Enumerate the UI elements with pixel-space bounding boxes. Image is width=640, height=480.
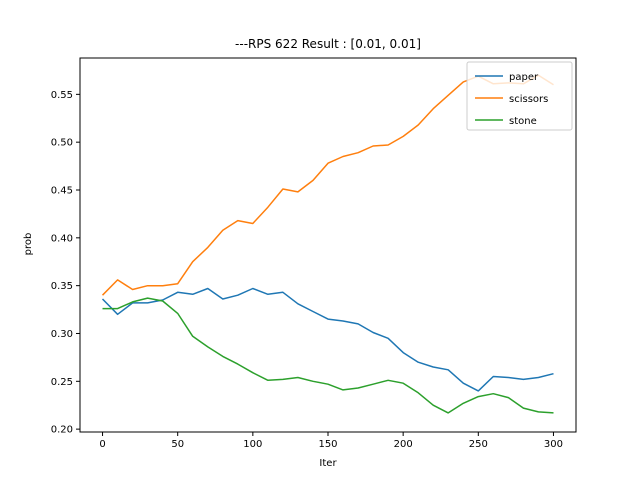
x-tick-label: 50 bbox=[171, 439, 184, 450]
y-axis: 0.20 0.25 0.30 0.35 0.40 0.45 0.50 0.55 bbox=[51, 90, 80, 436]
legend-label-stone: stone bbox=[509, 116, 537, 127]
y-tick-label: 0.55 bbox=[51, 90, 73, 101]
x-tick-label: 0 bbox=[99, 439, 105, 450]
y-tick-label: 0.40 bbox=[51, 233, 73, 244]
series-line-stone bbox=[102, 297, 554, 414]
chart-title: ---RPS 622 Result : [0.01, 0.01] bbox=[235, 37, 421, 51]
y-axis-label: prob bbox=[23, 233, 34, 256]
y-tick-label: 0.50 bbox=[51, 138, 73, 149]
x-axis: 0 50 100 150 200 250 300 bbox=[99, 432, 563, 450]
y-tick-label: 0.45 bbox=[51, 186, 73, 197]
x-tick-label: 300 bbox=[544, 439, 563, 450]
x-tick-label: 200 bbox=[394, 439, 413, 450]
legend-label-paper: paper bbox=[509, 72, 539, 83]
series-line-paper bbox=[101, 287, 554, 392]
y-tick-label: 0.30 bbox=[51, 329, 73, 340]
legend-box bbox=[466, 61, 573, 131]
legend: paper scissors stone bbox=[466, 61, 573, 131]
legend-label-scissors: scissors bbox=[509, 94, 548, 105]
y-tick-label: 0.35 bbox=[51, 281, 73, 292]
x-tick-label: 150 bbox=[318, 439, 337, 450]
x-tick-label: 100 bbox=[243, 439, 262, 450]
x-axis-label: Iter bbox=[319, 458, 337, 469]
y-tick-label: 0.20 bbox=[51, 425, 73, 436]
x-tick-label: 250 bbox=[469, 439, 488, 450]
y-tick-label: 0.25 bbox=[51, 377, 73, 388]
